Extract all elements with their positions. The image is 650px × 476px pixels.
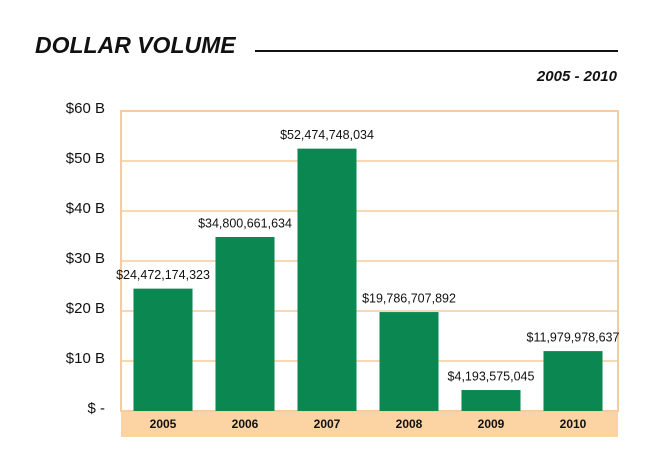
x-tick-label: 2007 [314,417,341,431]
y-tick-label: $10 B [66,350,105,367]
x-tick-label: 2009 [478,417,505,431]
bar [215,236,275,411]
bar [133,288,193,411]
value-label: $24,472,174,323 [116,268,210,282]
y-tick-label: $50 B [66,150,105,167]
y-tick-label: $30 B [66,250,105,267]
chart-title: DOLLAR VOLUME [35,32,236,58]
x-tick-label: 2010 [560,417,587,431]
x-tick-label: 2008 [396,417,423,431]
value-label: $34,800,661,634 [198,216,292,230]
x-tick-label: 2006 [232,417,259,431]
value-label: $11,979,978,637 [527,330,620,344]
chart-subtitle: 2005 - 2010 [536,68,618,85]
y-tick-label: $20 B [66,300,105,317]
bar [379,312,439,411]
y-tick-label: $40 B [66,200,105,217]
y-tick-label: $60 B [66,100,105,117]
value-label: $52,474,748,034 [280,128,374,142]
category-band [121,411,618,437]
y-tick-label: $ - [87,400,105,417]
value-label: $4,193,575,045 [448,369,535,383]
x-tick-label: 2005 [150,417,177,431]
value-label: $19,786,707,892 [362,291,456,305]
bar [297,148,357,411]
bar [461,390,521,411]
bar [543,351,603,411]
